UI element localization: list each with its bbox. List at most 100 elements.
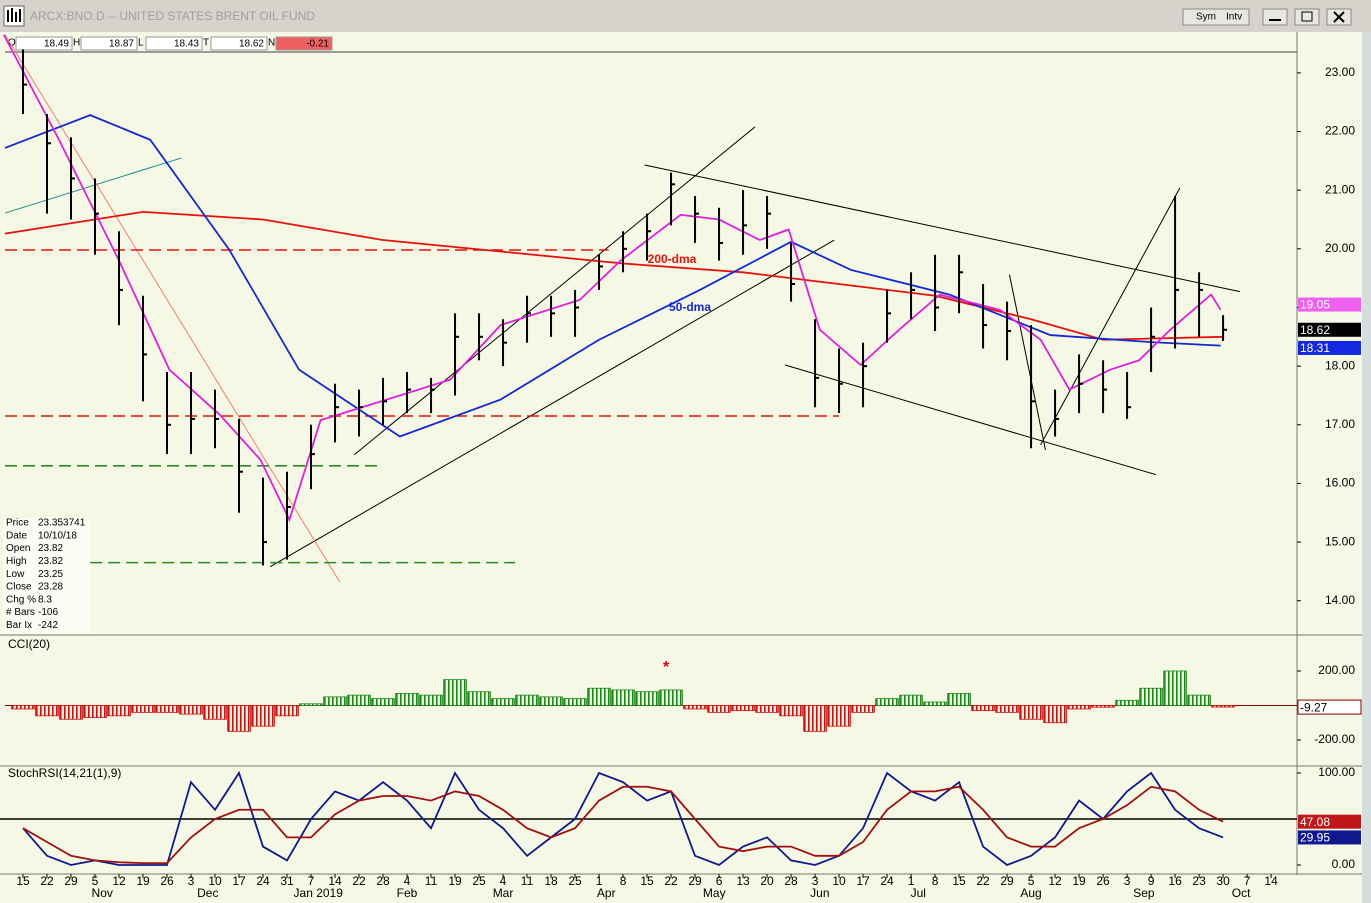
x-tick-label: 28 [784,874,798,888]
x-tick-label: 16 [1168,874,1182,888]
cci-bar [11,705,35,710]
x-tick-label: 4 [500,874,507,888]
cci-bar [371,698,395,706]
x-tick-label: 10 [832,874,846,888]
x-tick-label: 13 [736,874,750,888]
title-bar [0,0,1371,32]
sym-button[interactable]: Sym [1196,12,1216,23]
x-tick-label: 8 [620,874,627,888]
x-tick-label: 5 [92,874,99,888]
header-value: 18.62 [239,39,264,50]
info-value: -242 [38,620,58,631]
restore-button[interactable] [1294,8,1320,26]
y-tick-label: 20.00 [1325,241,1355,255]
cci-bar [539,696,563,706]
header-label: L [138,38,144,49]
trendline [353,126,756,456]
x-tick-label: 29 [64,874,78,888]
cci-bar [755,705,779,713]
info-label: Bar Ix [6,620,32,631]
x-tick-label: 19 [1072,874,1086,888]
x-tick-label: 7 [308,874,315,888]
info-value: -106 [38,607,58,618]
cci-bar [227,705,251,732]
y-tick-label: 16.00 [1325,476,1355,490]
x-tick-label: 22 [664,874,678,888]
cci-bar [587,687,611,706]
x-tick-label: 6 [716,874,723,888]
cci-bar [251,705,275,727]
y-tick-label: 100.00 [1318,765,1355,779]
cci-bar [395,693,419,706]
minimize-button[interactable] [1262,8,1288,26]
month-label: Feb [397,886,418,900]
last-value-box [1298,340,1361,355]
cci-bar [35,705,59,717]
intv-button[interactable]: Intv [1226,12,1242,23]
info-label: Close [6,582,32,593]
header-label: H [73,38,80,49]
month-label: Jul [911,886,926,900]
y-tick-label: 18.00 [1325,358,1355,372]
header-value: 18.87 [109,39,134,50]
info-label: Price [6,518,29,529]
info-label: Chg % [6,594,36,605]
x-tick-label: 23 [1192,874,1206,888]
info-label: High [6,556,27,567]
series-label: 200-dma [648,252,697,266]
cci-bar [1067,705,1091,710]
info-value: 23.25 [38,569,63,580]
cci-bar [59,705,83,720]
header-value-box [15,36,73,51]
window-title: ARCX:BNO.D -- UNITED STATES BRENT OIL FU… [30,9,315,23]
y-tick-label: 15.00 [1325,534,1355,548]
x-tick-label: 12 [112,874,126,888]
x-tick-label: 15 [16,874,30,888]
info-value: 23.353741 [38,518,86,529]
cci-bar [923,701,947,706]
indicator-line [22,770,1224,867]
cci-bar [731,705,755,712]
last-value-label: 29.95 [1300,831,1330,845]
x-tick-label: 30 [1216,874,1230,888]
cci-bar [995,705,1019,713]
last-value-label: -9.27 [1300,700,1328,714]
cci-bar [1043,705,1067,724]
indicator-line [22,785,1224,865]
x-tick-label: 15 [640,874,654,888]
info-box [3,518,91,633]
cci-bar [1019,705,1043,720]
x-tick-label: 1 [596,874,603,888]
header-value: 18.43 [174,39,199,50]
info-value: 23.82 [38,543,63,554]
y-tick-label: 21.00 [1325,182,1355,196]
x-tick-label: 12 [1048,874,1062,888]
month-label: Nov [92,886,113,900]
cci-bar [1163,670,1187,706]
x-tick-label: 19 [448,874,462,888]
trendline [644,164,1240,293]
cci-bar [107,705,131,717]
info-value: 23.28 [38,582,63,593]
cci-bar [1211,705,1235,708]
cci-bar [443,679,467,706]
y-tick-label: 14.00 [1325,593,1355,607]
x-tick-label: 7 [1244,874,1251,888]
y-tick-label: 200.00 [1318,663,1355,677]
info-label: Low [6,569,25,580]
cci-bar [323,696,347,706]
x-tick-label: 4 [404,874,411,888]
x-tick-label: 14 [1264,874,1278,888]
x-tick-label: 3 [1124,874,1131,888]
last-value-box [1297,699,1362,715]
cci-bar [179,705,203,715]
month-label: Apr [597,886,616,900]
cci-bar [419,694,443,706]
trendline [784,364,1157,476]
y-tick-label: -200.00 [1314,732,1355,746]
cci-bar [971,705,995,712]
header-label: T [203,38,209,49]
info-value: 8.3 [38,594,52,605]
x-tick-label: 24 [256,874,270,888]
x-tick-label: 25 [568,874,582,888]
